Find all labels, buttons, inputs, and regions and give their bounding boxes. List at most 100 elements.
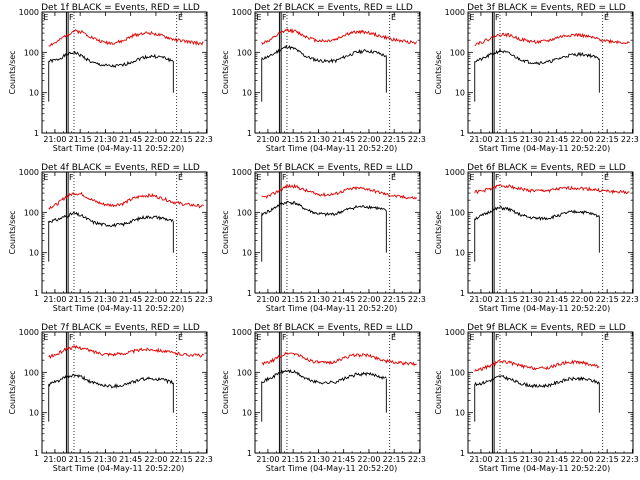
x-tick-label: 22:00 (144, 135, 167, 144)
y-axis-label: Counts/sec (8, 50, 17, 94)
chart-svg: Det 8f BLACK = Events, RED = LLD 1 10 100 10… (221, 323, 426, 473)
y-tick-label: 10 (242, 409, 252, 418)
x-tick-label: 22:15 (596, 455, 619, 464)
lld-series-line (48, 191, 204, 210)
flag-letter: F (495, 173, 500, 182)
y-axis-label: Counts/sec (8, 370, 17, 414)
x-tick-label: 21:15 (69, 455, 92, 464)
flag-letter: F (69, 173, 74, 182)
chart-svg: Det 9f BLACK = Events, RED = LLD 1 10 100 10… (434, 323, 639, 473)
x-tick-label: 21:15 (495, 455, 518, 464)
x-axis-label: Start Time (04-May-11 20:52:20) (266, 304, 397, 313)
detector-panel: Det 4f BLACK = Events, RED = LLD 1 10 100 10… (0, 160, 213, 320)
x-tick-label: 21:15 (69, 295, 92, 304)
x-tick-label: 21:15 (282, 135, 305, 144)
detector-panel: Det 3f BLACK = Events, RED = LLD 1 10 100 10… (426, 0, 639, 160)
flag-letter: F (282, 13, 287, 22)
flag-letter: E (178, 333, 183, 342)
detector-panel: Det 9f BLACK = Events, RED = LLD 1 10 100 10… (426, 320, 639, 480)
flag-letter: F (282, 173, 287, 182)
detector-panel: Det 7f BLACK = Events, RED = LLD 1 10 100 10… (0, 320, 213, 480)
x-tick-label: 21:15 (282, 455, 305, 464)
x-tick-label: 22:30 (621, 135, 639, 144)
x-tick-label: 22:30 (195, 135, 213, 144)
y-tick-label: 10 (242, 249, 252, 258)
chart-title: Det 8f BLACK = Events, RED = LLD (254, 323, 413, 333)
chart-title: Det 5f BLACK = Events, RED = LLD (254, 163, 413, 173)
x-tick-label: 22:30 (408, 455, 426, 464)
x-tick-label: 22:00 (570, 455, 593, 464)
y-tick-label: 10 (455, 409, 465, 418)
x-tick-label: 22:30 (195, 295, 213, 304)
x-axis-label: Start Time (04-May-11 20:52:20) (266, 144, 397, 153)
flag-letter: E (469, 173, 474, 182)
chart-svg: Det 7f BLACK = Events, RED = LLD 1 10 100 10… (8, 323, 213, 473)
plot-frame (254, 11, 421, 134)
x-tick-label: 21:45 (545, 455, 568, 464)
y-axis-label: Counts/sec (221, 210, 230, 254)
x-axis-label: Start Time (04-May-11 20:52:20) (53, 144, 184, 153)
x-tick-label: 21:30 (94, 135, 117, 144)
flag-letter: E (43, 173, 48, 182)
chart-svg: Det 2f BLACK = Events, RED = LLD 1 10 100 10… (221, 3, 426, 153)
events-series-line (261, 44, 387, 64)
flag-letter: E (256, 333, 261, 342)
y-tick-label: 100 (450, 48, 465, 57)
x-tick-label: 21:30 (520, 135, 543, 144)
x-tick-label: 22:00 (357, 135, 380, 144)
y-tick-label: 1 (34, 129, 39, 138)
y-axis-label: Counts/sec (434, 370, 443, 414)
flag-letter: E (43, 13, 48, 22)
y-tick-label: 1 (460, 289, 465, 298)
y-tick-label: 1 (34, 449, 39, 458)
y-tick-label: 1000 (19, 8, 39, 17)
x-tick-label: 21:00 (43, 455, 66, 464)
lld-series-line (474, 32, 630, 46)
events-series-line (261, 369, 387, 385)
x-tick-label: 22:15 (170, 295, 193, 304)
y-axis-label: Counts/sec (434, 210, 443, 254)
y-tick-label: 1 (247, 289, 252, 298)
x-tick-label: 21:00 (256, 455, 279, 464)
flag-letter: E (604, 173, 609, 182)
chart-svg: Det 5f BLACK = Events, RED = LLD 1 10 100 10… (221, 163, 426, 313)
y-tick-label: 10 (242, 89, 252, 98)
chart-svg: Det 1f BLACK = Events, RED = LLD 1 10 100 10… (8, 3, 213, 153)
x-tick-label: 21:45 (332, 295, 355, 304)
x-tick-label: 22:30 (408, 295, 426, 304)
x-tick-label: 22:00 (357, 295, 380, 304)
y-tick-label: 1000 (232, 8, 252, 17)
events-series-line (474, 48, 600, 65)
x-tick-label: 22:00 (357, 455, 380, 464)
detector-panel: Det 1f BLACK = Events, RED = LLD 1 10 100 10… (0, 0, 213, 160)
plot-frame (41, 331, 208, 454)
x-tick-label: 22:00 (144, 295, 167, 304)
x-tick-label: 22:15 (383, 455, 406, 464)
flag-letter: F (495, 13, 500, 22)
y-tick-label: 1000 (445, 328, 465, 337)
lld-series-line (474, 359, 600, 372)
events-series-line (474, 375, 600, 389)
y-tick-label: 100 (237, 208, 252, 217)
x-tick-label: 21:45 (119, 135, 142, 144)
events-series-line (261, 200, 387, 217)
x-tick-label: 21:45 (332, 135, 355, 144)
chart-title: Det 1f BLACK = Events, RED = LLD (41, 3, 200, 13)
lld-series-line (48, 28, 204, 47)
x-axis-label: Start Time (04-May-11 20:52:20) (53, 304, 184, 313)
flag-letter: F (495, 333, 500, 342)
x-tick-label: 22:15 (383, 295, 406, 304)
chart-title: Det 3f BLACK = Events, RED = LLD (467, 3, 626, 13)
y-axis-label: Counts/sec (434, 50, 443, 94)
lld-series-line (261, 27, 418, 45)
y-tick-label: 10 (29, 249, 39, 258)
y-tick-label: 1000 (232, 168, 252, 177)
x-tick-label: 21:45 (332, 455, 355, 464)
events-series-line (48, 373, 174, 389)
plot-frame (41, 11, 208, 134)
y-tick-label: 10 (455, 249, 465, 258)
x-tick-label: 22:00 (570, 295, 593, 304)
x-tick-label: 21:45 (119, 295, 142, 304)
x-axis-label: Start Time (04-May-11 20:52:20) (266, 464, 397, 473)
detector-panel: Det 8f BLACK = Events, RED = LLD 1 10 100 10… (213, 320, 426, 480)
